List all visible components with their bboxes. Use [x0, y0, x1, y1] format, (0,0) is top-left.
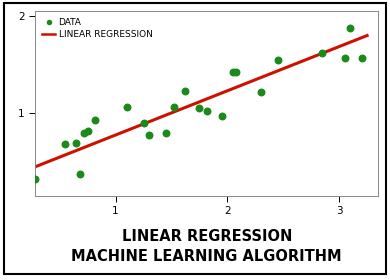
- Point: [319, 51, 326, 55]
- Point: [77, 171, 83, 176]
- Point: [258, 90, 264, 94]
- Point: [219, 114, 225, 118]
- Point: [85, 129, 91, 133]
- Point: [62, 142, 68, 147]
- Point: [233, 70, 239, 75]
- Point: [358, 56, 365, 60]
- Point: [275, 58, 281, 62]
- Point: [73, 140, 80, 145]
- Point: [347, 25, 353, 30]
- Point: [163, 130, 169, 135]
- Point: [140, 121, 147, 125]
- Point: [32, 177, 38, 182]
- Point: [92, 118, 99, 122]
- Point: [170, 105, 177, 110]
- Legend: DATA, LINEAR REGRESSION: DATA, LINEAR REGRESSION: [40, 16, 155, 42]
- Point: [124, 104, 130, 109]
- Point: [81, 130, 87, 135]
- Point: [204, 109, 210, 114]
- Point: [230, 70, 236, 75]
- Point: [182, 89, 188, 93]
- Point: [342, 56, 348, 60]
- Point: [196, 106, 202, 111]
- Point: [146, 132, 152, 137]
- Text: LINEAR REGRESSION
MACHINE LEARNING ALGORITHM: LINEAR REGRESSION MACHINE LEARNING ALGOR…: [71, 229, 342, 264]
